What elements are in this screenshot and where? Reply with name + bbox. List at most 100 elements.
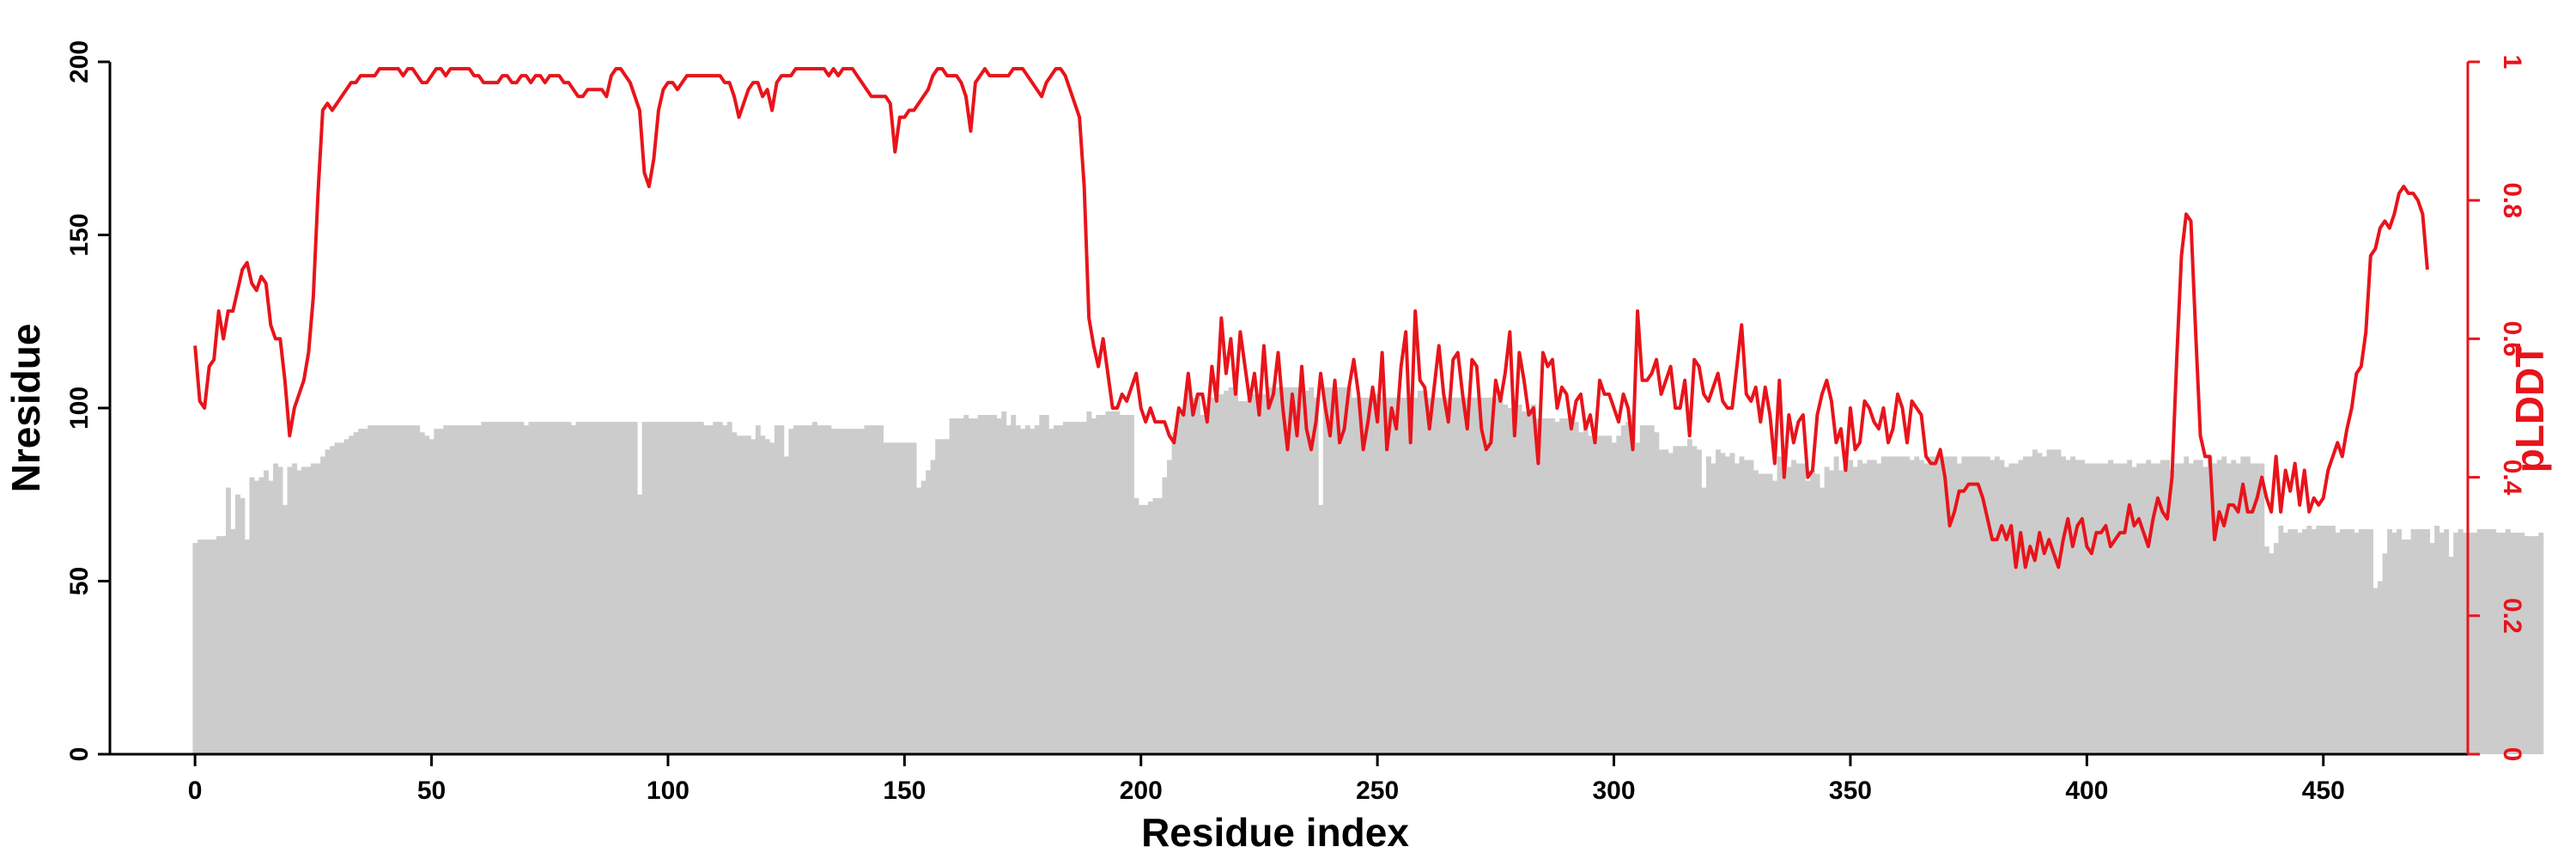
bar bbox=[1218, 393, 1224, 754]
bar bbox=[2245, 456, 2251, 754]
bar bbox=[902, 442, 908, 754]
bar bbox=[755, 425, 761, 754]
bar bbox=[2042, 456, 2047, 754]
bar bbox=[434, 429, 440, 754]
bar bbox=[1942, 456, 1948, 754]
bar bbox=[2080, 460, 2085, 754]
bar bbox=[2486, 529, 2492, 754]
bar bbox=[2202, 466, 2208, 754]
bar bbox=[2415, 529, 2421, 754]
bar bbox=[1639, 425, 1645, 754]
y2-tick-label: 0.4 bbox=[2498, 460, 2526, 496]
bar bbox=[192, 543, 198, 754]
bar bbox=[443, 425, 449, 754]
y2-tick-label: 0.8 bbox=[2498, 182, 2526, 218]
bar bbox=[1895, 456, 1901, 754]
bar bbox=[2453, 533, 2459, 754]
bar bbox=[2434, 526, 2440, 754]
bar bbox=[1048, 429, 1054, 754]
bar bbox=[2538, 533, 2544, 754]
bar bbox=[1119, 415, 1125, 754]
bar bbox=[353, 432, 359, 754]
bar bbox=[481, 422, 487, 754]
y2-tick-label: 0.6 bbox=[2498, 321, 2526, 357]
bar bbox=[462, 425, 468, 754]
bar bbox=[1237, 400, 1243, 754]
bar bbox=[1186, 387, 1191, 754]
bar bbox=[1176, 411, 1182, 754]
bar bbox=[1294, 387, 1300, 754]
bar bbox=[679, 422, 685, 754]
bar bbox=[358, 429, 364, 754]
bar bbox=[1332, 387, 1338, 754]
bar bbox=[1857, 460, 1863, 754]
bar bbox=[713, 422, 719, 754]
bar bbox=[264, 470, 269, 754]
bar bbox=[1252, 393, 1258, 754]
bar bbox=[424, 436, 430, 754]
bar bbox=[968, 418, 974, 754]
bar bbox=[2401, 539, 2407, 754]
bar bbox=[2184, 456, 2190, 754]
bar bbox=[1488, 397, 1494, 754]
bar bbox=[2084, 463, 2090, 754]
bar bbox=[1564, 418, 1570, 754]
bar bbox=[1516, 404, 1522, 754]
bar bbox=[1620, 425, 1626, 754]
bar bbox=[2008, 463, 2014, 754]
bar bbox=[623, 422, 629, 754]
bar bbox=[292, 463, 297, 754]
bar bbox=[1668, 453, 1674, 754]
bar bbox=[1266, 387, 1272, 754]
bar bbox=[873, 425, 879, 754]
bar bbox=[1597, 436, 1603, 754]
bar bbox=[1379, 397, 1385, 754]
bar bbox=[594, 422, 600, 754]
bar bbox=[1181, 411, 1187, 754]
y-axis-title: Nresidue bbox=[3, 324, 48, 493]
bar bbox=[2093, 463, 2099, 754]
bar bbox=[1403, 397, 1409, 754]
bar bbox=[283, 504, 288, 754]
bar bbox=[2344, 529, 2350, 754]
bar bbox=[2297, 533, 2303, 754]
bar bbox=[670, 422, 676, 754]
bar bbox=[613, 422, 619, 754]
bar bbox=[2075, 460, 2081, 754]
bar bbox=[1493, 397, 1498, 754]
bar bbox=[2320, 526, 2326, 754]
bar bbox=[2169, 470, 2175, 754]
bar bbox=[651, 422, 657, 754]
bar bbox=[1611, 442, 1617, 754]
bar bbox=[1999, 460, 2005, 754]
bar bbox=[1450, 397, 1456, 754]
bar bbox=[391, 425, 397, 754]
bar bbox=[1441, 397, 1447, 754]
bar bbox=[542, 422, 548, 754]
bar bbox=[2122, 463, 2128, 754]
bar bbox=[2325, 526, 2331, 754]
bar bbox=[268, 480, 274, 754]
bar bbox=[306, 466, 312, 754]
bar bbox=[1370, 397, 1376, 754]
bar bbox=[1322, 387, 1328, 754]
bar bbox=[2330, 526, 2336, 754]
bar bbox=[552, 422, 557, 754]
bar bbox=[405, 425, 411, 754]
bar bbox=[519, 422, 525, 754]
bar bbox=[381, 425, 387, 754]
bar bbox=[892, 442, 898, 754]
bar bbox=[665, 422, 671, 754]
bar bbox=[490, 422, 496, 754]
bar bbox=[1360, 397, 1366, 754]
bar bbox=[949, 418, 955, 754]
bar bbox=[2491, 529, 2497, 754]
bar bbox=[415, 425, 421, 754]
bar bbox=[1233, 387, 1239, 754]
bar bbox=[1729, 453, 1735, 754]
bar bbox=[2467, 533, 2473, 754]
bar bbox=[1062, 422, 1068, 754]
bar bbox=[2003, 466, 2009, 754]
bar bbox=[2103, 463, 2109, 754]
bar bbox=[774, 425, 780, 754]
